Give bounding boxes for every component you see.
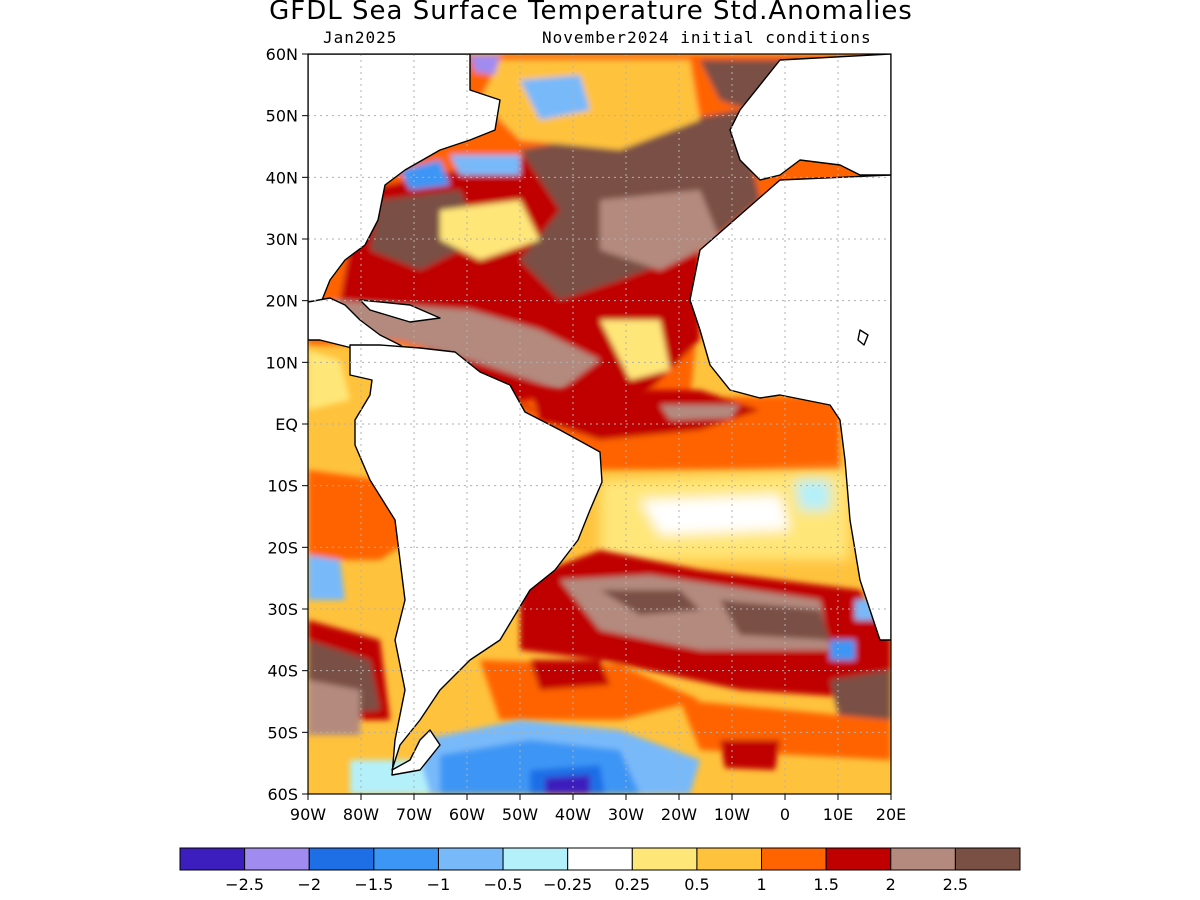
- longitude-label: 70W: [396, 805, 432, 824]
- anomaly-region: [720, 740, 780, 770]
- colorbar-swatch: [761, 847, 827, 871]
- latitude-label: 10N: [266, 353, 298, 372]
- colorbar-label: 0.5: [684, 875, 709, 894]
- latitude-label: 20N: [266, 292, 298, 311]
- latitude-label: 50S: [267, 723, 298, 742]
- longitude-label: 20E: [876, 805, 906, 824]
- colorbar-swatch: [696, 847, 763, 871]
- anomaly-region: [720, 600, 830, 640]
- anomaly-region: [440, 200, 540, 260]
- longitude-label: 80W: [343, 805, 379, 824]
- colorbar-label: 1.5: [813, 875, 838, 894]
- longitude-label: 10W: [714, 805, 750, 824]
- colorbar-swatch: [825, 847, 892, 871]
- latitude-label: 60S: [267, 785, 298, 804]
- longitude-label: 10E: [823, 805, 853, 824]
- colorbar-swatch: [631, 847, 698, 871]
- latitude-label: 20S: [267, 538, 298, 557]
- map-title: GFDL Sea Surface Temperature Std.Anomali…: [269, 0, 913, 26]
- anomaly-region: [530, 660, 610, 690]
- latitude-label: 30S: [267, 600, 298, 619]
- anomaly-region: [600, 190, 720, 270]
- europe-land: [729, 54, 891, 181]
- longitude-label: 50W: [502, 805, 538, 824]
- colorbar-label: −0.5: [484, 875, 523, 894]
- madagascar-land: [857, 329, 869, 346]
- latitude-label: 30N: [266, 230, 298, 249]
- initial-conditions-label: November2024 initial conditions: [542, 28, 872, 47]
- latitude-axis: 60N 50N 40N 30N 20N 10N EQ 10S 20S 30S 40S 50S 60S: [266, 45, 308, 804]
- colorbar-label: −1.5: [354, 875, 393, 894]
- anomaly-region: [795, 480, 830, 510]
- longitude-label: 40W: [555, 805, 591, 824]
- anomaly-region: [450, 155, 520, 175]
- anomaly-region: [308, 350, 350, 410]
- colorbar-label: −2.5: [225, 875, 264, 894]
- colorbar-swatch: [890, 847, 956, 871]
- latitude-label: 10S: [267, 477, 298, 496]
- caribbean-islands: [359, 299, 441, 323]
- anomaly-region: [330, 300, 600, 390]
- colorbar-label: 2.5: [943, 875, 968, 894]
- longitude-label: 60W: [449, 805, 485, 824]
- anomaly-region: [545, 775, 590, 794]
- anomaly-region: [470, 55, 500, 75]
- south-america-land: [349, 344, 603, 776]
- colorbar-label: 1: [756, 875, 766, 894]
- latitude-label: 40N: [266, 168, 298, 187]
- colorbar: −2.5 −2 −1.5 −1 −0.5 −0.25 0.25 0.5 1 1.5 2 2.5: [179, 847, 1021, 894]
- longitude-label: 90W: [290, 805, 326, 824]
- latitude-label: 60N: [266, 45, 298, 64]
- graticule: [308, 54, 891, 794]
- anomaly-region: [308, 555, 345, 600]
- forecast-month: Jan2025: [323, 28, 398, 47]
- anomaly-region: [830, 670, 891, 730]
- colorbar-swatch: [567, 847, 633, 871]
- colorbar-swatch: [244, 847, 310, 871]
- longitude-label: 0: [780, 805, 790, 824]
- colorbar-label: −2: [297, 875, 321, 894]
- latitude-label: 40S: [267, 662, 298, 681]
- colorbar-swatch: [179, 847, 246, 871]
- anomaly-region: [600, 320, 670, 380]
- colorbar-label: 2: [886, 875, 896, 894]
- anomaly-region: [400, 160, 450, 190]
- anomaly-region: [830, 640, 855, 660]
- colorbar-swatch: [373, 847, 439, 871]
- anomaly-region: [308, 680, 360, 735]
- colorbar-swatch: [954, 847, 1021, 871]
- anomaly-region: [640, 495, 790, 535]
- longitude-axis: 90W 80W 70W 60W 50W 40W 30W 20W 10W 0 10E 20E: [290, 794, 906, 824]
- africa-land: [689, 174, 891, 641]
- colorbar-swatch: [437, 847, 504, 871]
- colorbar-label: −0.25: [543, 875, 592, 894]
- anomaly-map: [308, 54, 891, 794]
- latitude-label: 50N: [266, 107, 298, 126]
- colorbar-swatch: [308, 847, 375, 871]
- longitude-label: 20W: [661, 805, 697, 824]
- colorbar-label: −1: [427, 875, 451, 894]
- colorbar-swatch: [502, 847, 569, 871]
- colorbar-label: 0.25: [614, 875, 650, 894]
- latitude-label: EQ: [275, 415, 298, 434]
- anomaly-region: [530, 390, 760, 440]
- anomaly-region: [660, 405, 740, 420]
- longitude-label: 30W: [608, 805, 644, 824]
